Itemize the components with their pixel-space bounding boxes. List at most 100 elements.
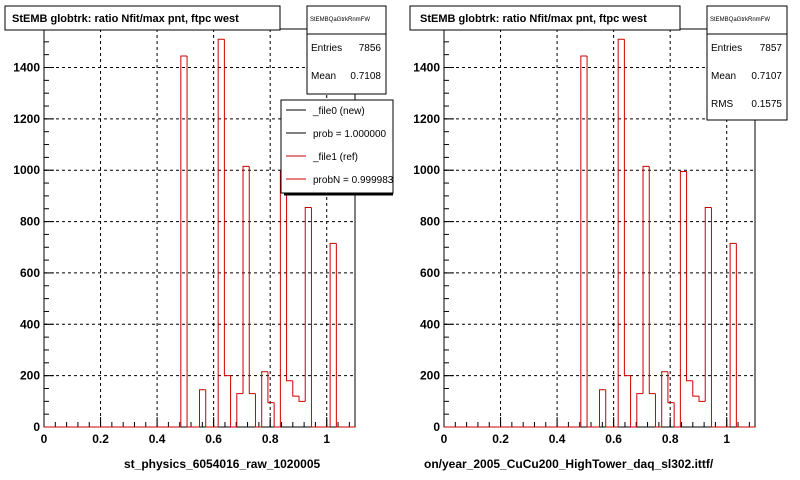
left-stat-label-entries: Entries xyxy=(311,43,342,54)
legend-box: _file0 (new) prob = 1.000000 _file1 (ref… xyxy=(280,99,394,196)
legend-label-file1: _file1 (ref) xyxy=(312,152,358,163)
left-histogram-bin xyxy=(223,39,231,377)
right-stats-header: StEMBQaGtrkRnmFW xyxy=(710,17,770,23)
right-stat-label-entries: Entries xyxy=(711,43,742,54)
left-histogram-bin xyxy=(286,171,293,382)
right-histogram-bin xyxy=(605,389,612,428)
left-histogram-bin xyxy=(254,393,262,428)
right-histogram-bin xyxy=(735,243,743,428)
right-x-tick-label: 0.4 xyxy=(549,432,566,446)
right-stat-label-mean: Mean xyxy=(711,71,736,82)
left-histogram-bin xyxy=(329,242,337,427)
left-panel: 0 0.2 0.4 0.6 0.8 10200400600800100012001400 … xyxy=(4,5,394,471)
right-histogram-bin xyxy=(630,375,637,428)
left-stat-label-mean: Mean xyxy=(311,71,336,82)
right-x-tick-label: 0.6 xyxy=(605,432,622,446)
right-y-tick-label: 1200 xyxy=(413,112,440,126)
right-histogram-bin xyxy=(599,389,606,427)
left-plot-frame xyxy=(43,28,356,428)
left-stat-value-entries: 7856 xyxy=(359,43,382,54)
right-stat-label-rms: RMS xyxy=(711,99,734,110)
right-stat-value-rms: 0.1575 xyxy=(751,99,782,110)
right-histogram-bin xyxy=(692,380,700,397)
right-stat-value-mean: 0.7107 xyxy=(751,71,782,82)
right-y-tick-label: 0 xyxy=(433,420,440,434)
left-histogram-bin xyxy=(273,402,281,428)
right-histogram-bin xyxy=(654,393,662,428)
right-histogram-bin xyxy=(704,206,712,402)
right-histogram-bin xyxy=(623,39,631,377)
right-y-tick-label: 200 xyxy=(420,369,440,383)
right-x-tick-label: 0.2 xyxy=(492,432,509,446)
left-stats-header: StEMBQaGtrkRnmFW xyxy=(310,17,370,23)
right-histogram-bin xyxy=(729,242,737,427)
right-histogram-bin xyxy=(617,38,625,427)
left-plot: 0 0.2 0.4 0.6 0.8 1 0 200 400 600 800 1000 1200 1400 xyxy=(13,28,356,446)
left-y-tick-label: 1000 xyxy=(13,163,40,177)
right-histogram-bin xyxy=(661,371,668,427)
left-histogram-bin xyxy=(242,165,250,394)
left-histogram-bin xyxy=(230,375,237,428)
left-histogram-bin xyxy=(304,206,312,402)
left-histogram-bin xyxy=(199,389,206,427)
left-title-box: StEMB globtrk: ratio Nfit/max pnt, ftpc … xyxy=(4,5,281,31)
right-x-tick-label: 0 xyxy=(441,432,448,446)
right-title: StEMB globtrk: ratio Nfit/max pnt, ftpc … xyxy=(420,13,647,25)
right-y-tick-label: 1400 xyxy=(413,61,440,75)
left-histogram-bin xyxy=(205,389,212,428)
left-histogram-bin xyxy=(335,243,343,428)
left-y-tick-label: 1400 xyxy=(13,61,40,75)
legend-label-file0: _file0 (new) xyxy=(312,106,365,117)
left-histogram-bin xyxy=(310,207,318,428)
right-histogram-bin xyxy=(642,165,650,394)
right-histogram-bin xyxy=(698,396,706,402)
left-x-tick-label: 0.8 xyxy=(262,432,279,446)
right-y-tick-label: 400 xyxy=(420,317,440,331)
left-stats-box: StEMBQaGtrkRnmFW Entries 7856 Mean 0.710… xyxy=(306,5,387,95)
right-x-axis-label: on/year_2005_CuCu200_HighTower_daq_sl302… xyxy=(424,457,714,471)
right-plot: 0 0.2 0.4 0.6 0.8 1 0 200 400 600 800 1000 1200 1400 xyxy=(413,28,756,446)
left-y-tick-label: 200 xyxy=(20,369,40,383)
left-y-tick-label: 600 xyxy=(20,266,40,280)
left-histogram-bin xyxy=(292,380,300,397)
left-histogram-bin xyxy=(180,55,188,427)
left-x-tick-label: 0.4 xyxy=(149,432,166,446)
right-stats-box: StEMBQaGtrkRnmFW Entries 7857 Mean 0.710… xyxy=(706,5,788,121)
left-title: StEMB globtrk: ratio Nfit/max pnt, ftpc … xyxy=(12,13,239,25)
left-x-tick-label: 1 xyxy=(323,432,330,446)
right-histogram-bin xyxy=(667,371,675,404)
left-histogram-bin xyxy=(298,396,306,402)
left-y-tick-label: 800 xyxy=(20,215,40,229)
right-histogram-bin xyxy=(686,171,693,382)
right-histogram-bin xyxy=(673,402,681,428)
left-y-tick-label: 400 xyxy=(20,317,40,331)
left-x-axis-label: st_physics_6054016_raw_1020005 xyxy=(124,457,320,471)
right-histogram-bin xyxy=(636,393,644,427)
right-title-box: StEMB globtrk: ratio Nfit/max pnt, ftpc … xyxy=(409,5,681,31)
right-y-tick-label: 600 xyxy=(420,266,440,280)
left-stat-value-mean: 0.7108 xyxy=(350,71,381,82)
right-histogram-bin xyxy=(580,55,588,427)
left-histogram-bin xyxy=(236,393,244,427)
legend-label-probN: probN = 0.999983 xyxy=(313,175,394,186)
right-x-tick-label: 0.8 xyxy=(662,432,679,446)
left-y-tick-label: 0 xyxy=(33,420,40,434)
left-y-tick-label: 1200 xyxy=(13,112,40,126)
right-stat-value-entries: 7857 xyxy=(760,43,783,54)
left-histogram-bin xyxy=(186,55,194,428)
right-y-tick-label: 1000 xyxy=(413,163,440,177)
right-panel: 0 0.2 0.4 0.6 0.8 10200400600800100012001400 … xyxy=(409,5,788,471)
right-plot-frame xyxy=(443,28,756,428)
right-histogram-bin xyxy=(586,55,594,428)
left-histogram-bin xyxy=(261,371,268,427)
right-histogram-bin xyxy=(679,171,687,427)
right-y-tick-label: 800 xyxy=(420,215,440,229)
right-histogram-bin xyxy=(710,207,718,428)
left-histogram-bin xyxy=(248,166,256,395)
right-histogram-bin xyxy=(648,166,656,395)
right-x-tick-label: 1 xyxy=(723,432,730,446)
legend-label-prob: prob = 1.000000 xyxy=(313,129,387,140)
left-histogram-bin xyxy=(217,38,225,427)
left-histogram-bin xyxy=(267,371,275,404)
